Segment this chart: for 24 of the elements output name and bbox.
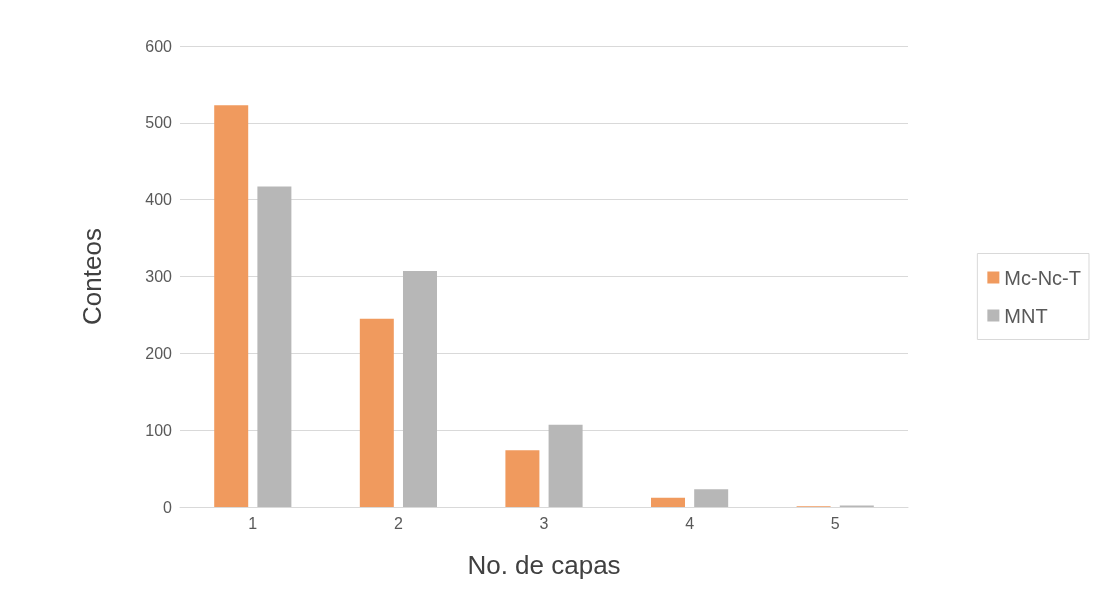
- legend-label: Mc-Nc-T: [1004, 266, 1081, 289]
- bar: [505, 450, 540, 507]
- x-tick-label: 1: [248, 514, 258, 532]
- x-tick-label: 4: [685, 514, 695, 532]
- bar: [548, 424, 583, 507]
- x-axis-title: No. de capas: [467, 550, 621, 580]
- y-tick-label: 600: [145, 37, 173, 55]
- y-tick-label: 500: [145, 114, 173, 132]
- y-tick-label: 300: [145, 268, 173, 285]
- legend-label: MNT: [1004, 304, 1048, 327]
- y-tick-label: 0: [163, 498, 173, 516]
- bar: [257, 186, 292, 507]
- bar: [214, 105, 249, 507]
- bar: [694, 489, 729, 507]
- y-tick-label: 200: [145, 344, 173, 362]
- y-axis-title: Conteos: [77, 228, 107, 325]
- y-tick-label: 100: [145, 421, 173, 439]
- x-tick-label: 3: [539, 514, 549, 532]
- bar: [402, 271, 437, 507]
- y-tick-label: 400: [145, 191, 173, 209]
- bar: [359, 318, 394, 507]
- x-tick-label: 5: [830, 514, 840, 532]
- x-tick-label: 2: [393, 514, 403, 532]
- bar: [651, 497, 686, 507]
